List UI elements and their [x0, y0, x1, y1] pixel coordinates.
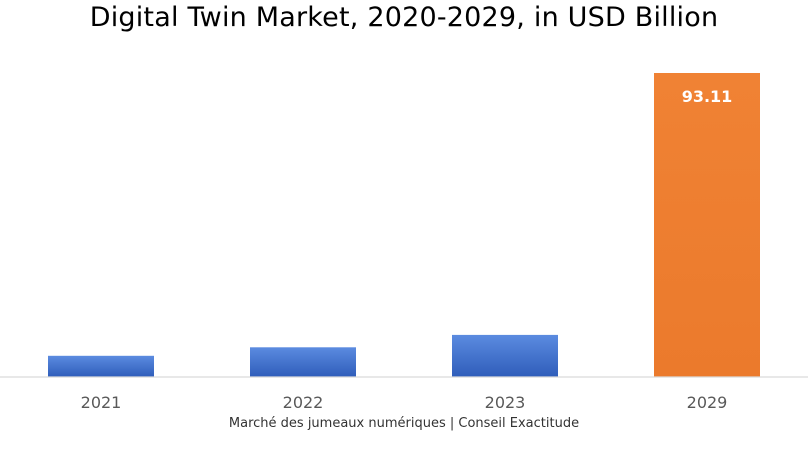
bar-2022 — [250, 347, 356, 377]
x-tick-label-2029: 2029 — [687, 393, 728, 412]
x-tick-label-2021: 2021 — [81, 393, 122, 412]
bar-2023 — [452, 334, 558, 377]
x-tick-label-2023: 2023 — [485, 393, 526, 412]
bar-2021 — [48, 355, 154, 377]
x-tick-label-2022: 2022 — [283, 393, 324, 412]
x-axis-caption: Marché des jumeaux numériques | Conseil … — [228, 416, 580, 431]
data-label-2029: 93.11 — [682, 87, 733, 106]
chart-title: Digital Twin Market, 2020-2029, in USD B… — [89, 2, 719, 33]
bar-2029 — [654, 73, 760, 377]
